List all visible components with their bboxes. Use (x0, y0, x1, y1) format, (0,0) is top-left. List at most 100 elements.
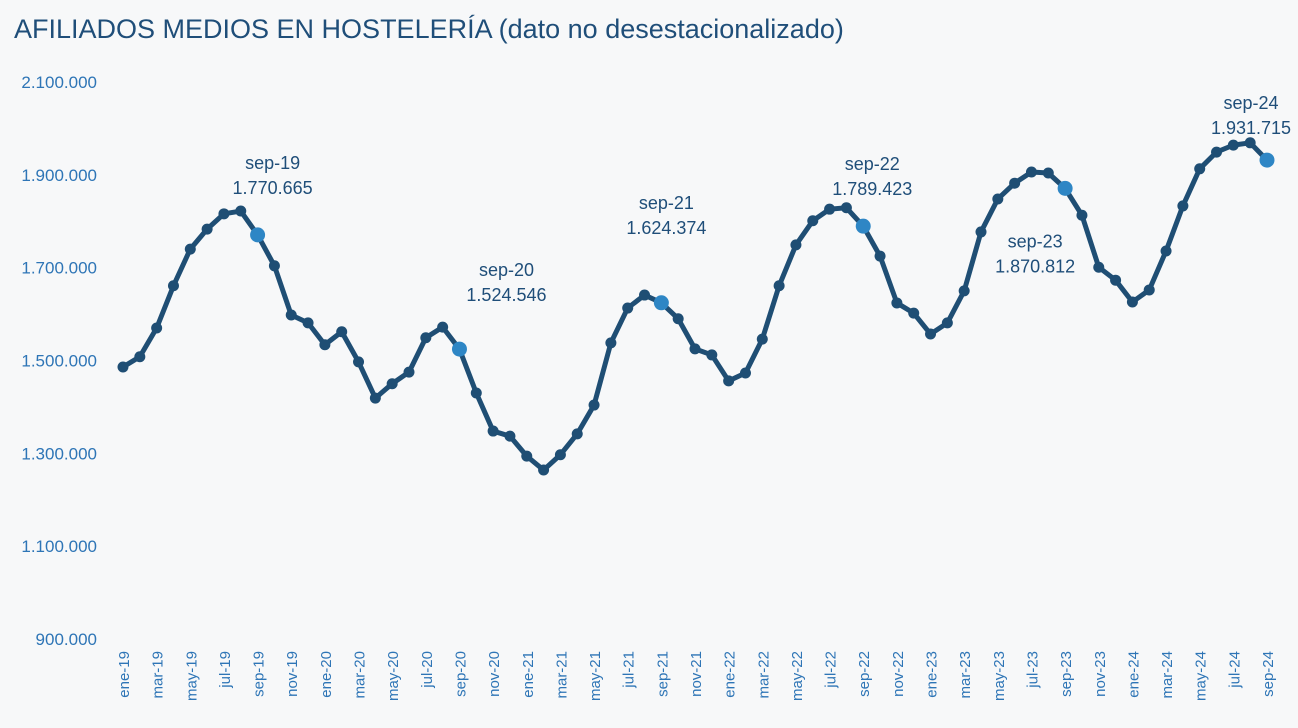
data-point-marker (908, 307, 920, 319)
x-tick-label: ene-24 (1125, 651, 1142, 698)
annotation-month-label: sep-20 (479, 260, 534, 280)
x-tick-label: jul-19 (217, 651, 234, 689)
x-tick-label: mar-20 (352, 651, 369, 699)
data-point-marker (521, 450, 533, 462)
data-point-marker (975, 226, 987, 238)
annotation-month-label: sep-19 (245, 153, 300, 173)
data-point-marker (1110, 274, 1122, 286)
data-point-marker (672, 313, 684, 325)
data-point-marker (790, 239, 802, 251)
highlight-point-marker (1259, 152, 1275, 168)
data-point-marker (925, 328, 937, 340)
x-tick-label: mar-21 (553, 651, 570, 699)
x-tick-label: nov-21 (688, 651, 705, 697)
x-tick-label: sep-23 (1058, 651, 1075, 697)
data-point-marker (504, 430, 516, 442)
data-point-marker (824, 203, 836, 215)
data-point-marker (235, 205, 247, 217)
x-tick-label: nov-23 (1092, 651, 1109, 697)
data-point-marker (1076, 209, 1088, 221)
x-tick-label: nov-20 (486, 651, 503, 697)
data-point-marker (1009, 177, 1021, 189)
x-tick-label: ene-19 (116, 651, 133, 698)
data-point-marker (1227, 139, 1239, 151)
x-tick-label: mar-19 (150, 651, 167, 699)
data-point-marker (807, 215, 819, 227)
data-point-marker (773, 280, 785, 292)
data-point-marker (403, 366, 415, 378)
data-point-marker (487, 425, 499, 437)
data-point-marker (1126, 296, 1138, 308)
x-tick-label: mar-22 (755, 651, 772, 699)
data-point-marker (117, 361, 129, 373)
x-tick-label: may-24 (1193, 651, 1210, 701)
y-tick-label: 1.500.000 (21, 352, 97, 371)
highlight-point-marker (1057, 180, 1073, 196)
data-point-marker (554, 449, 566, 461)
x-tick-label: sep-24 (1260, 651, 1277, 697)
data-point-marker (184, 243, 196, 255)
data-point-marker (167, 280, 179, 292)
x-tick-label: sep-22 (856, 651, 873, 697)
data-point-marker (1244, 137, 1256, 149)
chart-title: AFILIADOS MEDIOS EN HOSTELERÍA (dato no … (14, 14, 844, 44)
annotation-value-label: 1.789.423 (832, 179, 912, 199)
data-point-marker (840, 202, 852, 214)
data-point-marker (689, 343, 701, 355)
data-point-marker (1211, 146, 1223, 158)
data-point-marker (1025, 166, 1037, 178)
x-tick-label: nov-22 (890, 651, 907, 697)
data-point-marker (958, 285, 970, 297)
data-point-marker (874, 250, 886, 262)
annotation-month-label: sep-22 (845, 154, 900, 174)
y-tick-label: 1.300.000 (21, 444, 97, 463)
data-point-marker (268, 260, 280, 272)
x-tick-label: jul-20 (419, 651, 436, 689)
highlight-point-marker (250, 227, 266, 243)
x-tick-label: sep-19 (251, 651, 268, 697)
x-tick-label: may-21 (587, 651, 604, 701)
data-point-marker (470, 387, 482, 399)
x-tick-label: ene-21 (520, 651, 537, 698)
data-point-marker (588, 399, 600, 411)
data-point-marker (571, 428, 583, 440)
data-point-marker (941, 317, 953, 329)
x-tick-label: may-23 (991, 651, 1008, 701)
data-point-marker (420, 332, 432, 344)
data-point-marker (706, 349, 718, 361)
highlight-point-marker (653, 295, 669, 311)
y-tick-label: 1.900.000 (21, 166, 97, 185)
x-tick-label: jul-24 (1226, 651, 1243, 689)
highlight-point-marker (451, 341, 467, 357)
data-point-marker (151, 322, 163, 334)
data-point-marker (605, 337, 617, 349)
data-point-marker (369, 392, 381, 404)
x-tick-label: ene-22 (722, 651, 739, 698)
x-tick-label: mar-23 (957, 651, 974, 699)
data-point-marker (353, 356, 365, 368)
data-point-marker (302, 317, 314, 329)
x-tick-label: sep-20 (452, 651, 469, 697)
data-point-marker (437, 321, 449, 333)
x-tick-label: may-20 (385, 651, 402, 701)
annotation-month-label: sep-23 (1008, 231, 1063, 251)
data-point-marker (1194, 163, 1206, 175)
data-point-marker (723, 375, 735, 387)
x-tick-label: sep-21 (654, 651, 671, 697)
data-point-marker (285, 309, 297, 321)
x-tick-label: jul-22 (823, 651, 840, 689)
x-tick-label: may-22 (789, 651, 806, 701)
x-tick-label: nov-19 (284, 651, 301, 697)
data-point-marker (319, 339, 331, 351)
data-point-marker (1143, 284, 1155, 296)
data-point-marker (1093, 261, 1105, 273)
data-point-marker (218, 208, 230, 220)
data-point-marker (336, 326, 348, 338)
data-point-marker (1042, 167, 1054, 179)
y-tick-label: 1.100.000 (21, 537, 97, 556)
x-tick-label: jul-23 (1024, 651, 1041, 689)
y-tick-label: 2.100.000 (21, 73, 97, 92)
annotation-value-label: 1.870.812 (995, 256, 1075, 276)
x-tick-label: ene-20 (318, 651, 335, 698)
